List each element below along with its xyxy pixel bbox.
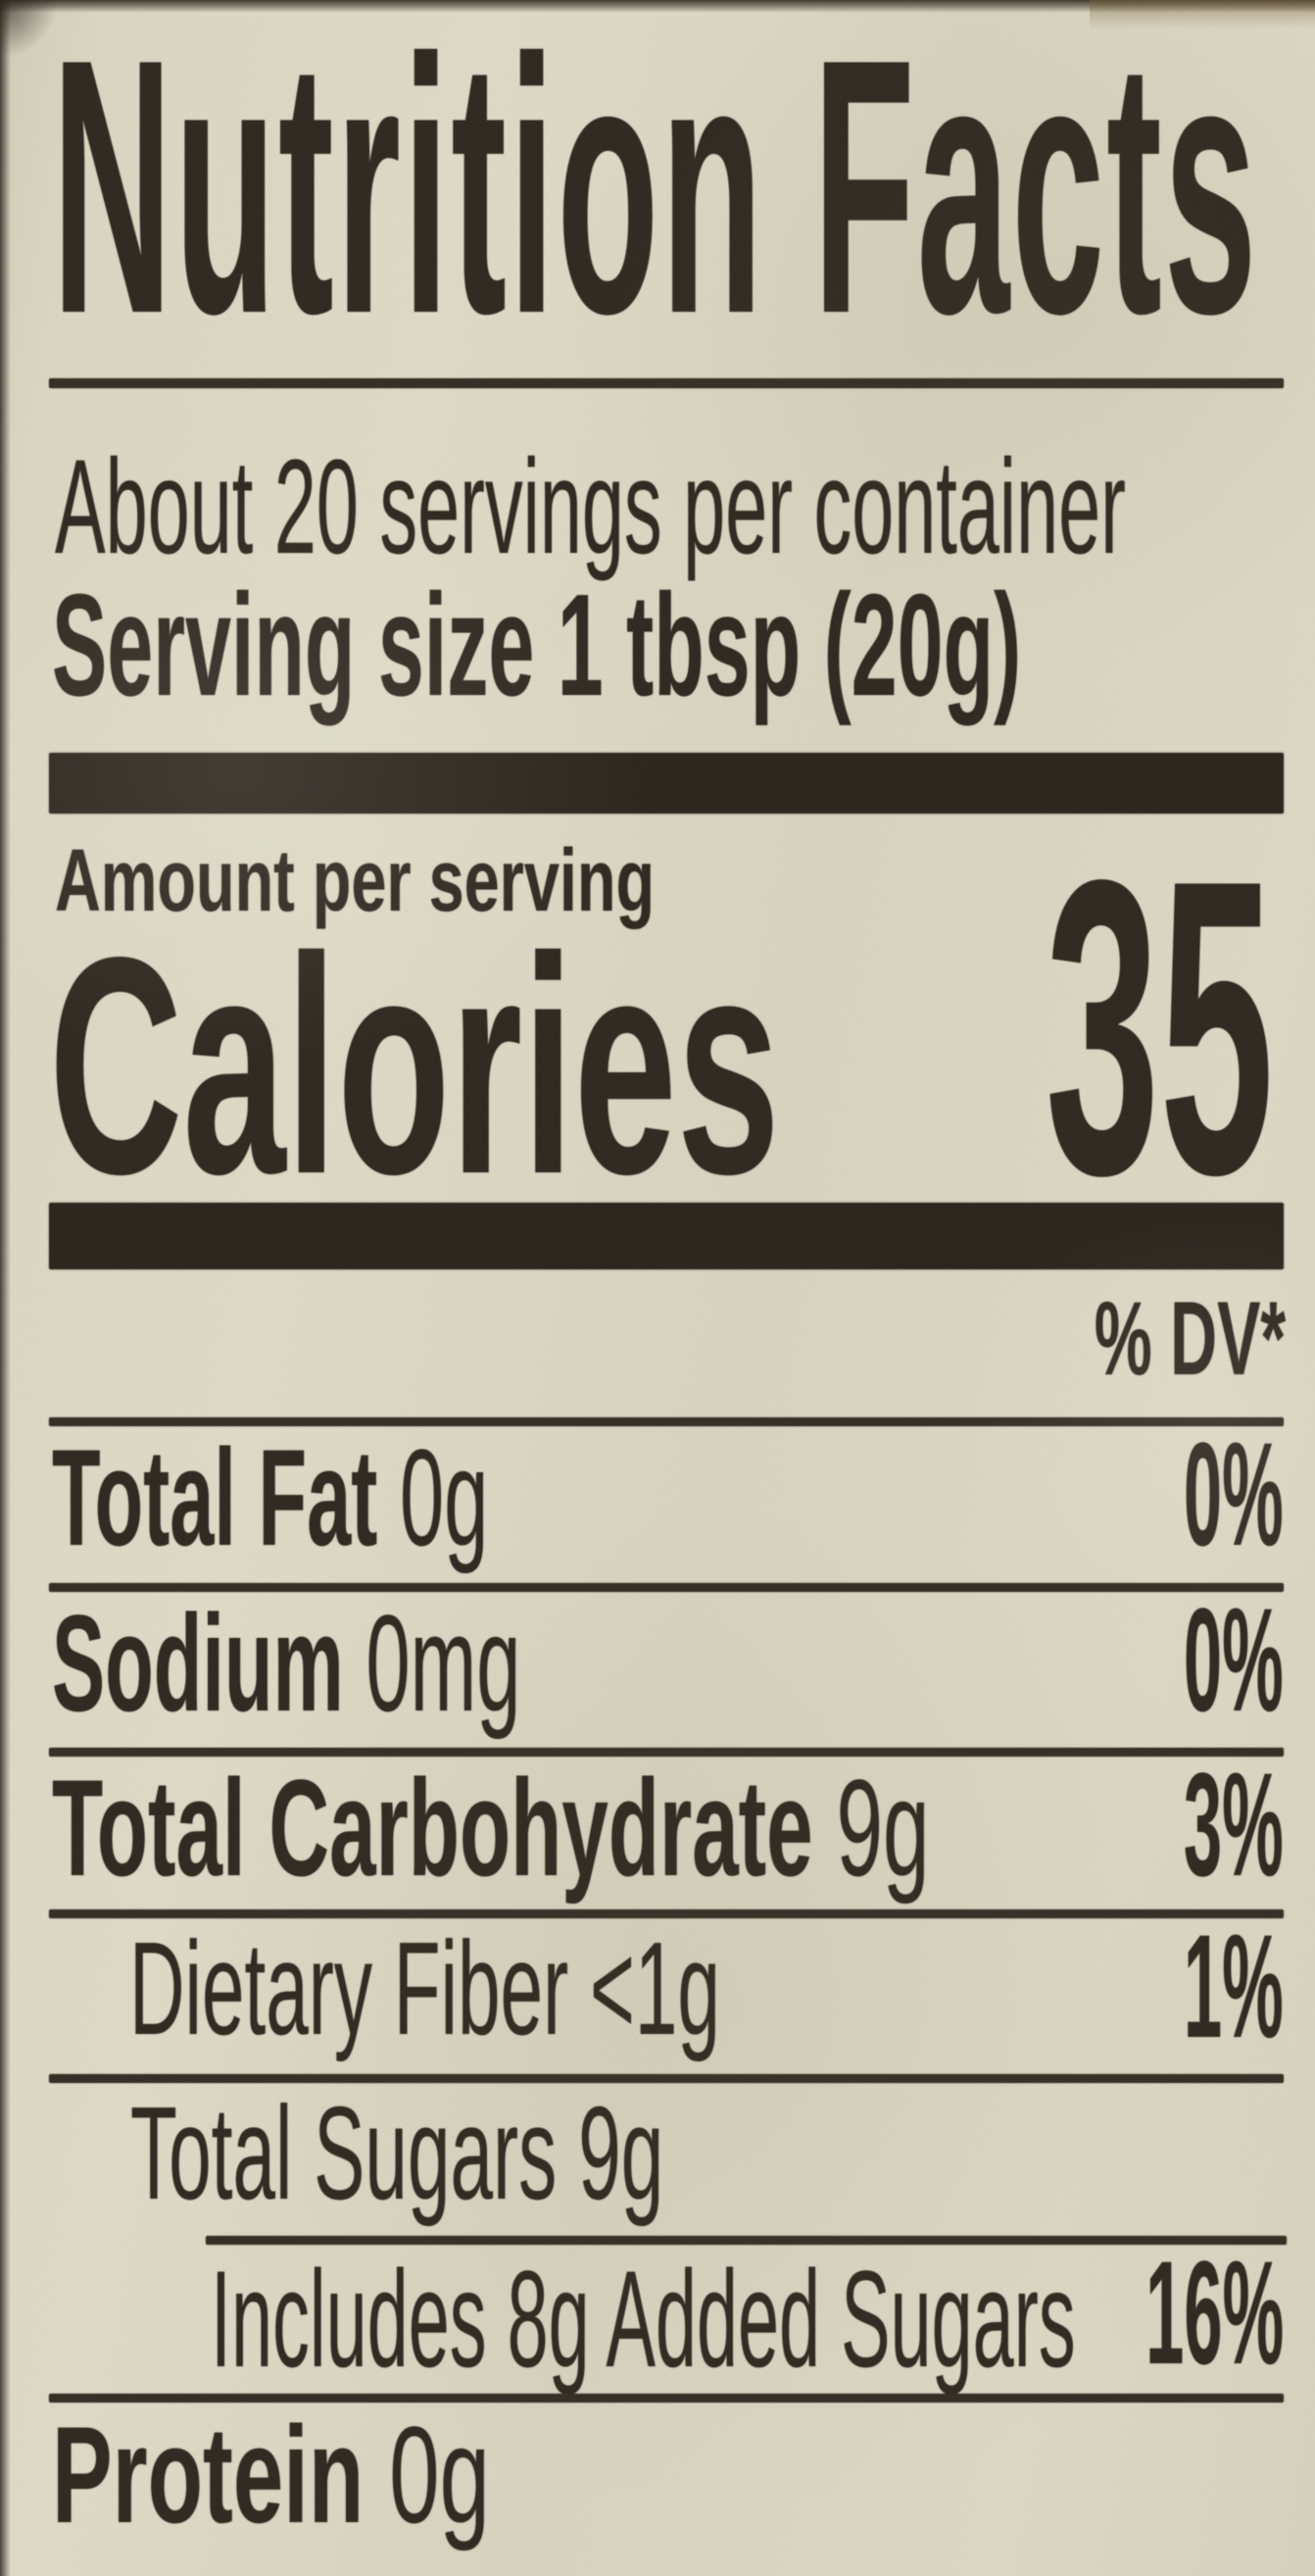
row-added-sugars: Includes 8g Added Sugars bbox=[211, 2242, 1076, 2396]
row-protein: Protein 0g bbox=[52, 2406, 490, 2544]
row-total-sugars: Total Sugars 9g bbox=[130, 2087, 663, 2219]
row-protein-amount: 0g bbox=[389, 2398, 490, 2551]
daily-value-header: % DV* bbox=[1094, 1279, 1286, 1397]
divider-under-title bbox=[49, 378, 1284, 388]
row-total-carbohydrate-dv: 3% bbox=[1184, 1742, 1284, 1907]
row-total-fat-dv: 0% bbox=[1184, 1412, 1284, 1576]
row-dietary-fiber-amount: <1g bbox=[590, 1914, 720, 2062]
row-dietary-fiber: Dietary Fiber <1g bbox=[129, 1922, 720, 2055]
calories-value: 35 bbox=[1045, 793, 1274, 1262]
row-total-carbohydrate: Total Carbohydrate 9g bbox=[52, 1759, 930, 1897]
servings-per-container: About 20 servings per container bbox=[55, 432, 1126, 582]
row-sodium-amount: 0mg bbox=[365, 1586, 521, 1740]
row-added-sugars-dv: 16% bbox=[1145, 2230, 1284, 2395]
row-total-carbohydrate-name: Total Carbohydrate bbox=[52, 1751, 813, 1905]
label-top-right-corner-shadow bbox=[1090, 0, 1315, 29]
row-total-carbohydrate-amount: 9g bbox=[836, 1751, 930, 1905]
row-protein-name: Protein bbox=[52, 2398, 365, 2551]
label-top-left-corner-shadow bbox=[0, 0, 59, 59]
row-total-sugars-amount: 9g bbox=[578, 2079, 664, 2227]
row-total-fat: Total Fat 0g bbox=[52, 1429, 488, 1566]
row-sodium-name: Sodium bbox=[52, 1586, 344, 1740]
serving-size-line: Serving size 1 tbsp (20g) bbox=[52, 565, 1022, 726]
label-title: Nutrition Facts bbox=[52, 0, 1259, 389]
row-sodium-dv: 0% bbox=[1184, 1577, 1284, 1742]
label-left-edge bbox=[0, 0, 11, 2576]
thick-bar-calories bbox=[49, 1203, 1284, 1269]
row-total-fat-amount: 0g bbox=[400, 1420, 489, 1574]
row-dietary-fiber-dv: 1% bbox=[1184, 1904, 1284, 2068]
calories-label: Calories bbox=[49, 893, 780, 1238]
row-total-sugars-name: Total Sugars bbox=[130, 2079, 558, 2227]
row-dietary-fiber-name: Dietary Fiber bbox=[129, 1914, 569, 2062]
row-total-fat-name: Total Fat bbox=[52, 1420, 378, 1574]
row-sodium: Sodium 0mg bbox=[52, 1595, 520, 1732]
